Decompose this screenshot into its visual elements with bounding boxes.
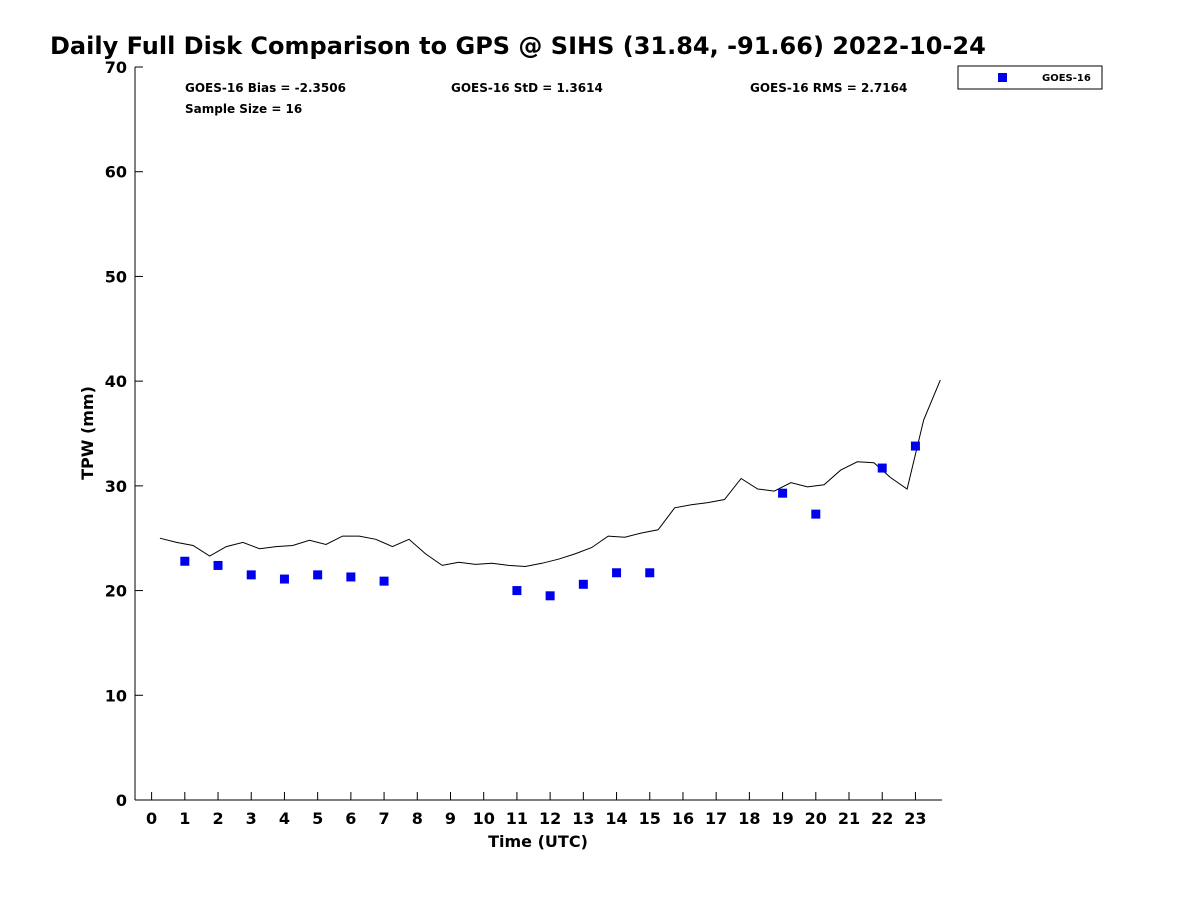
goes16-point [612,568,622,578]
y-tick-label: 20 [105,582,127,601]
goes16-point [778,488,788,498]
x-tick-label: 9 [445,809,456,828]
x-tick-label: 1 [179,809,190,828]
x-tick-label: 14 [605,809,627,828]
legend-label: GOES-16 [1042,73,1091,84]
legend-marker [998,73,1007,82]
x-tick-label: 23 [904,809,926,828]
x-tick-label: 3 [246,809,257,828]
goes16-point [313,570,323,580]
x-tick-label: 2 [212,809,223,828]
goes16-point [279,574,289,584]
goes16-point [213,560,223,570]
x-tick-label: 20 [805,809,827,828]
stat-std: GOES-16 StD = 1.3614 [451,81,603,95]
y-tick-label: 40 [105,372,127,391]
y-tick-label: 60 [105,163,127,182]
x-tick-label: 11 [506,809,528,828]
stat-sample-size: Sample Size = 16 [185,102,302,116]
x-tick-label: 21 [838,809,860,828]
x-tick-label: 8 [412,809,423,828]
y-axis-label: TPW (mm) [78,386,97,480]
goes16-point [645,568,655,578]
stats-annotations: GOES-16 Bias = -2.3506 GOES-16 StD = 1.3… [185,81,907,116]
goes16-point [512,586,522,596]
goes16-point [379,576,389,586]
x-tick-label: 12 [539,809,561,828]
x-axis-label: Time (UTC) [488,832,588,851]
y-tick-label: 0 [116,791,127,810]
plot-area [159,379,941,601]
goes16-point [877,463,887,473]
x-tick-label: 6 [345,809,356,828]
x-tick-label: 17 [705,809,727,828]
x-tick-label: 10 [473,809,495,828]
x-tick-label: 22 [871,809,893,828]
x-tick-label: 19 [771,809,793,828]
goes16-point [811,509,821,519]
goes16-point [545,591,555,601]
goes16-point [180,556,190,566]
x-tick-label: 16 [672,809,694,828]
legend-box [957,65,1103,90]
goes16-point [246,570,256,580]
y-ticks: 0 10 20 30 40 50 60 70 [105,58,143,810]
x-tick-label: 0 [146,809,157,828]
y-tick-label: 70 [105,58,127,77]
x-tick-label: 7 [379,809,390,828]
y-tick-label: 30 [105,477,127,496]
goes16-point [578,579,588,589]
chart-title: Daily Full Disk Comparison to GPS @ SIHS… [50,32,986,60]
stat-rms: GOES-16 RMS = 2.7164 [750,81,907,95]
goes16-point [346,572,356,582]
x-tick-label: 15 [639,809,661,828]
x-tick-label: 5 [312,809,323,828]
goes16-point [910,441,920,451]
y-tick-label: 50 [105,267,127,286]
stat-bias: GOES-16 Bias = -2.3506 [185,81,346,95]
axes [134,67,942,801]
x-tick-label: 18 [738,809,760,828]
x-ticks: 0 1 2 3 4 5 6 7 8 9 10 11 12 13 14 15 16 17 18 19 20 21 22 23 [146,792,927,828]
gps-line [159,379,941,568]
x-tick-label: 4 [279,809,290,828]
x-tick-label: 13 [572,809,594,828]
y-tick-label: 10 [105,686,127,705]
legend: GOES-16 [957,65,1103,90]
